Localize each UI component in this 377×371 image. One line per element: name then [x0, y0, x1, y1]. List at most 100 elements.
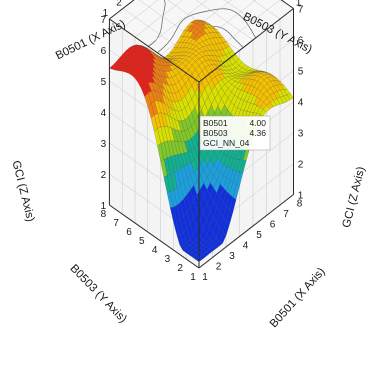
y-tick-label: 7 — [113, 218, 119, 229]
projected-contour — [163, 9, 165, 13]
projected-contour — [234, 39, 239, 43]
projected-contour — [175, 27, 178, 31]
x-tick-label-top: 1 — [103, 8, 109, 19]
x-tick-label: 3 — [229, 251, 235, 262]
x-tick-label: 5 — [256, 230, 262, 241]
projected-contour — [240, 16, 244, 20]
z-axis-title-left: GCI (Z Axis) — [10, 159, 37, 223]
x-tick-label: 1 — [202, 272, 208, 283]
projected-contour — [251, 31, 255, 35]
projected-contour — [243, 18, 247, 23]
z-tick-label-left: 4 — [101, 108, 107, 119]
tooltip-box — [199, 115, 271, 151]
projected-contour — [171, 35, 174, 39]
grid-line — [147, 0, 208, 47]
projected-contour — [160, 46, 165, 51]
projected-contour — [199, 11, 205, 13]
projected-contour — [157, 34, 160, 39]
projected-contour — [182, 17, 187, 21]
tooltip-key-1: B0503 — [203, 128, 228, 138]
y-tick-label: 6 — [126, 227, 132, 238]
data-tooltip: B0501 4.00 B0503 4.36 GCI_NN_04 — [199, 115, 271, 151]
x-tick-label: 8 — [297, 199, 303, 210]
frame-edge — [109, 204, 200, 269]
z-tick-label-right: 1 — [298, 191, 304, 202]
x-tick-label: 7 — [283, 209, 289, 220]
projected-contour — [164, 3, 166, 8]
projected-contour — [253, 34, 255, 37]
grid-line — [134, 0, 183, 38]
x-axis-title-bottom: B0501 (X Axis) — [268, 266, 328, 331]
x-tick-label: 6 — [270, 220, 276, 231]
projected-contour — [237, 42, 241, 46]
projected-contour — [229, 33, 231, 35]
projected-contour — [179, 20, 183, 24]
y-tick-label-top: 1 — [296, 0, 302, 9]
y-tick-label: 8 — [101, 209, 107, 220]
projected-contour — [189, 13, 195, 17]
projected-contour — [161, 21, 163, 26]
projected-contour — [172, 34, 175, 36]
projected-contour — [159, 31, 161, 35]
y-tick-label: 5 — [139, 236, 145, 247]
x-tick-label-top: 2 — [116, 0, 122, 9]
z-tick-label-right: 6 — [298, 36, 304, 47]
grid-line — [122, 0, 159, 29]
projected-contour — [225, 8, 231, 11]
projected-contour — [232, 36, 236, 40]
z-tick-label-right: 4 — [298, 98, 304, 109]
z-tick-label-right: 7 — [298, 5, 304, 16]
projected-contour — [148, 43, 153, 47]
projected-contour — [166, 40, 170, 45]
grid-line — [195, 0, 254, 41]
tooltip-value-1: 4.36 — [249, 128, 266, 138]
x-tick-label: 2 — [216, 262, 222, 273]
projected-contour — [240, 44, 244, 48]
y-tick-label: 4 — [152, 245, 158, 256]
y-axis-title-bottom: B0503 (Y Axis) — [67, 262, 128, 325]
projected-contour — [173, 30, 177, 35]
projected-contour — [229, 33, 233, 38]
projected-contour — [234, 11, 239, 15]
tooltip-value-0: 4.00 — [249, 118, 266, 128]
z-tick-label-left: 5 — [101, 77, 107, 88]
y-tick-label: 1 — [190, 272, 196, 283]
frame-edge — [109, 18, 200, 83]
z-tick-label-left: 6 — [101, 46, 107, 57]
projected-contour — [212, 9, 217, 11]
z-tick-label-left: 7 — [101, 15, 107, 26]
grid-line — [224, 0, 267, 30]
tooltip-key-2: GCI_NN_04 — [203, 138, 250, 148]
frame-edge — [198, 8, 294, 83]
z-tick-label-right: 3 — [298, 129, 304, 140]
projected-contour — [151, 40, 156, 45]
z-axis-title-right: GCI (Z Axis) — [341, 165, 368, 229]
projected-contour — [230, 9, 233, 12]
frame-edge — [198, 194, 294, 269]
tooltip-key-0: B0501 — [203, 118, 228, 128]
projected-contour — [164, 0, 166, 4]
z-tick-label-left: 2 — [101, 170, 107, 181]
projected-contour — [160, 25, 163, 31]
box-frame — [108, 0, 294, 269]
projected-contour — [185, 15, 191, 19]
projected-contour — [221, 27, 225, 30]
projected-contour — [195, 12, 200, 15]
grid-line — [252, 0, 281, 20]
projected-contour — [245, 21, 249, 26]
z-tick-label-left: 1 — [101, 201, 107, 212]
projected-contour — [237, 13, 242, 17]
projected-contour — [163, 44, 167, 48]
tick-labels: 1234567812345678123456712345671234567812… — [101, 0, 304, 283]
projected-contour — [247, 24, 251, 28]
z-tick-label-left: 3 — [101, 139, 107, 150]
z-tick-label-right: 2 — [298, 160, 304, 171]
projected-contour — [205, 10, 211, 12]
z-tick-label-right: 5 — [298, 67, 304, 78]
projected-contour — [177, 23, 181, 28]
projected-contour — [249, 27, 253, 32]
y-tick-label: 3 — [165, 254, 171, 265]
frame-edge — [109, 0, 135, 20]
grid-line — [160, 0, 232, 56]
